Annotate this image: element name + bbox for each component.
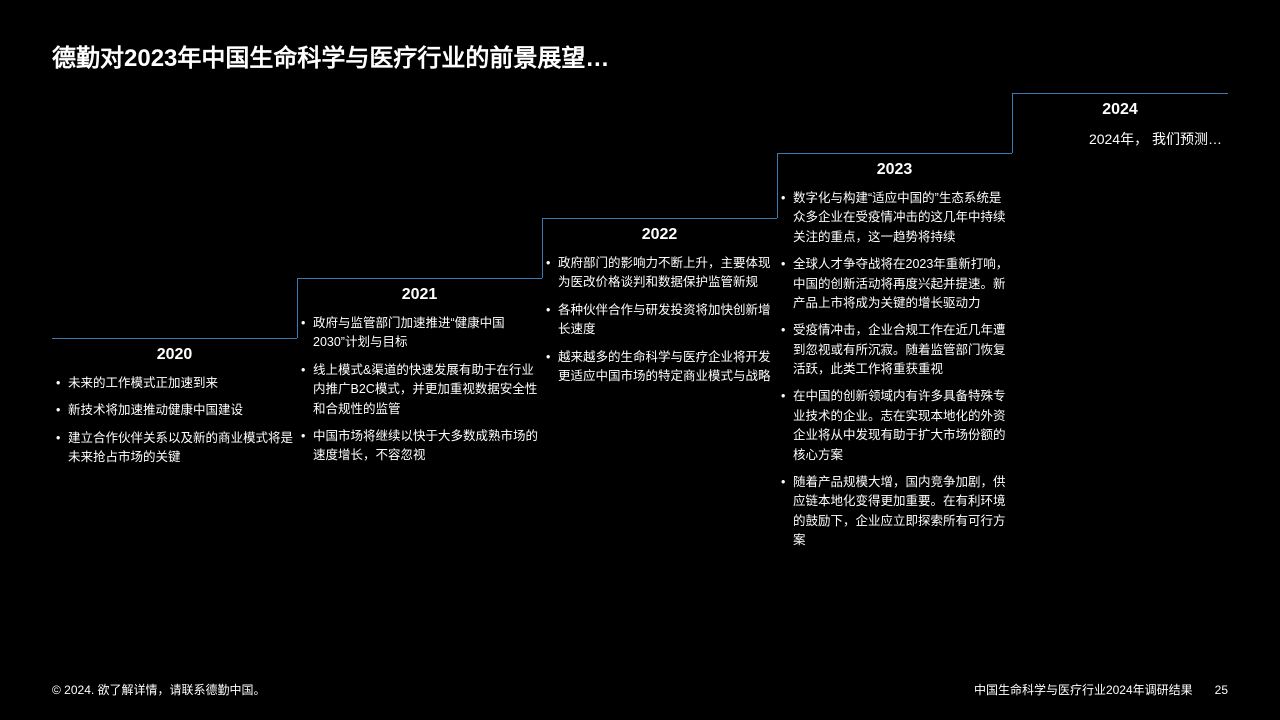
- stair-line-h: [777, 153, 1012, 154]
- stair-line-h: [52, 338, 297, 339]
- stair-line-h: [1012, 93, 1228, 94]
- bullet-item: 中国市场将继续以快于大多数成熟市场的速度增长，不容忽视: [297, 427, 542, 466]
- bullet-item: 新技术将加速推动健康中国建设: [52, 401, 297, 420]
- bullet-item: 随着产品规模大增，国内竞争加剧，供应链本地化变得更加重要。在有利环境的鼓励下，企…: [777, 473, 1012, 551]
- bullet-item: 越来越多的生命科学与医疗企业将开发更适应中国市场的特定商业模式与战略: [542, 348, 777, 387]
- page-title: 德勤对2023年中国生命科学与医疗行业的前景展望…: [52, 38, 1228, 73]
- year-label: 2021: [297, 286, 542, 304]
- stair-line-h: [297, 278, 542, 279]
- year-label: 2024: [1012, 101, 1228, 119]
- bullet-item: 未来的工作模式正加速到来: [52, 374, 297, 393]
- bullet-list: 政府部门的影响力不断上升，主要体现为医改价格谈判和数据保护监管新规各种伙伴合作与…: [542, 254, 777, 386]
- bullet-list: 数字化与构建“适应中国的”生态系统是众多企业在受疫情冲击的这几年中持续关注的重点…: [777, 189, 1012, 550]
- bullet-item: 数字化与构建“适应中国的”生态系统是众多企业在受疫情冲击的这几年中持续关注的重点…: [777, 189, 1012, 247]
- footer: © 2024. 欲了解详情，请联系德勤中国。 中国生命科学与医疗行业2024年调…: [52, 681, 1228, 698]
- year-label: 2020: [52, 346, 297, 364]
- step-2022: 2022 政府部门的影响力不断上升，主要体现为医改价格谈判和数据保护监管新规各种伙…: [542, 226, 777, 394]
- footer-left: © 2024. 欲了解详情，请联系德勤中国。: [52, 681, 266, 698]
- step-2023: 2023 数字化与构建“适应中国的”生态系统是众多企业在受疫情冲击的这几年中持续关…: [777, 161, 1012, 558]
- bullet-item: 建立合作伙伴关系以及新的商业模式将是未来抢占市场的关键: [52, 429, 297, 468]
- step-2021: 2021 政府与监管部门加速推进“健康中国2030”计划与目标线上模式&渠道的快速…: [297, 286, 542, 474]
- bullet-item: 全球人才争夺战将在2023年重新打响，中国的创新活动将再度兴起并提速。新产品上市…: [777, 255, 1012, 313]
- bullet-list: 未来的工作模式正加速到来新技术将加速推动健康中国建设建立合作伙伴关系以及新的商业…: [52, 374, 297, 468]
- year-label: 2023: [777, 161, 1012, 179]
- step-2024: 2024 2024年， 我们预测…: [1012, 101, 1228, 149]
- bullet-item: 线上模式&渠道的快速发展有助于在行业内推广B2C模式，并更加重视数据安全性和合规…: [297, 361, 542, 419]
- bullet-item: 各种伙伴合作与研发投资将加快创新增长速度: [542, 301, 777, 340]
- step-2020: 2020 未来的工作模式正加速到来新技术将加速推动健康中国建设建立合作伙伴关系以及…: [52, 346, 297, 476]
- page-number: 25: [1215, 683, 1228, 697]
- bullet-item: 政府与监管部门加速推进“健康中国2030”计划与目标: [297, 314, 542, 353]
- bullet-list: 政府与监管部门加速推进“健康中国2030”计划与目标线上模式&渠道的快速发展有助…: [297, 314, 542, 466]
- bullet-item: 受疫情冲击，企业合规工作在近几年遭到忽视或有所沉寂。随着监管部门恢复活跃，此类工…: [777, 321, 1012, 379]
- bullet-item: 在中国的创新领域内有许多具备特殊专业技术的企业。志在实现本地化的外资企业将从中发…: [777, 387, 1012, 465]
- stair-line-h: [542, 218, 777, 219]
- footer-report-label: 中国生命科学与医疗行业2024年调研结果: [974, 681, 1193, 698]
- bullet-item: 政府部门的影响力不断上升，主要体现为医改价格谈判和数据保护监管新规: [542, 254, 777, 293]
- tease-text: 2024年， 我们预测…: [1012, 129, 1228, 149]
- year-label: 2022: [542, 226, 777, 244]
- stair-diagram: 2020 未来的工作模式正加速到来新技术将加速推动健康中国建设建立合作伙伴关系以及…: [52, 93, 1228, 653]
